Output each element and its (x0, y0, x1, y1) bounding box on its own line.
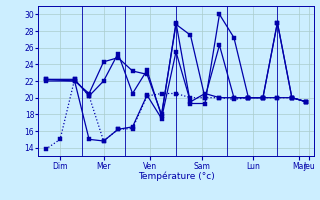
X-axis label: Température (°c): Température (°c) (138, 172, 214, 181)
